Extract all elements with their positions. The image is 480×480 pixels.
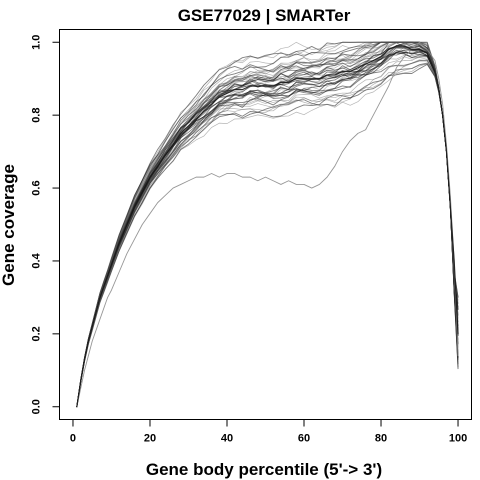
x-axis: 0 20 40 60 80 100 xyxy=(70,419,467,445)
coverage-line xyxy=(76,60,459,408)
coverage-line xyxy=(76,44,459,408)
coverage-line xyxy=(76,50,459,408)
coverage-line-median xyxy=(76,45,459,408)
coverage-line xyxy=(76,45,459,408)
coverage-line xyxy=(76,47,459,408)
x-tick-label: 60 xyxy=(298,433,310,445)
coverage-line xyxy=(76,53,459,408)
y-tick-label: 0.0 xyxy=(31,399,43,414)
x-tick-label: 100 xyxy=(449,433,467,445)
coverage-line xyxy=(76,41,459,408)
y-tick-label: 0.6 xyxy=(31,180,43,195)
coverage-line xyxy=(76,49,459,408)
x-tick-label: 0 xyxy=(70,433,76,445)
coverage-line xyxy=(76,41,459,408)
coverage-line xyxy=(76,42,459,408)
x-tick-label: 20 xyxy=(144,433,156,445)
coverage-line xyxy=(76,41,459,408)
x-tick-label: 80 xyxy=(375,433,387,445)
y-tick-label: 0.8 xyxy=(31,108,43,123)
coverage-line xyxy=(76,45,459,408)
coverage-line xyxy=(76,41,459,408)
coverage-line xyxy=(76,41,459,408)
y-tick-label: 0.4 xyxy=(31,252,43,268)
coverage-line xyxy=(76,59,459,408)
plot-frame xyxy=(59,29,472,420)
coverage-line xyxy=(76,64,459,408)
coverage-line xyxy=(76,41,459,408)
chart-title: GSE77029 | SMARTer xyxy=(178,6,351,25)
x-axis-label: Gene body percentile (5'-> 3') xyxy=(146,460,382,479)
coverage-line xyxy=(76,41,459,408)
coverage-line xyxy=(76,41,459,408)
coverage-line xyxy=(76,41,459,408)
coverage-line xyxy=(76,41,459,408)
coverage-line xyxy=(76,41,459,408)
series-layer xyxy=(76,41,459,408)
coverage-line xyxy=(76,47,459,408)
coverage-line xyxy=(76,41,459,408)
coverage-line xyxy=(76,63,459,408)
coverage-line xyxy=(76,42,459,408)
coverage-line xyxy=(76,51,459,408)
y-axis-label: Gene coverage xyxy=(0,164,18,286)
coverage-line xyxy=(76,56,459,408)
coverage-line xyxy=(76,41,459,408)
coverage-line xyxy=(76,51,459,408)
y-axis: 0.0 0.2 0.4 0.6 0.8 1.0 xyxy=(31,35,60,414)
coverage-line xyxy=(76,41,459,408)
coverage-line xyxy=(76,41,459,408)
y-tick-label: 0.2 xyxy=(31,326,43,341)
coverage-line xyxy=(76,43,459,408)
y-tick-label: 1.0 xyxy=(31,35,43,50)
coverage-line xyxy=(76,52,459,408)
coverage-line xyxy=(76,51,459,408)
coverage-line xyxy=(76,41,459,408)
coverage-line xyxy=(76,41,459,408)
coverage-line xyxy=(76,41,459,408)
coverage-line xyxy=(76,41,459,408)
coverage-line xyxy=(76,49,459,408)
coverage-line xyxy=(76,47,459,408)
coverage-line xyxy=(76,63,459,408)
coverage-line xyxy=(76,41,459,408)
x-tick-label: 40 xyxy=(221,433,233,445)
coverage-line xyxy=(76,62,459,408)
coverage-line xyxy=(76,41,459,408)
coverage-line xyxy=(76,59,459,408)
coverage-line-outlier xyxy=(76,41,459,408)
